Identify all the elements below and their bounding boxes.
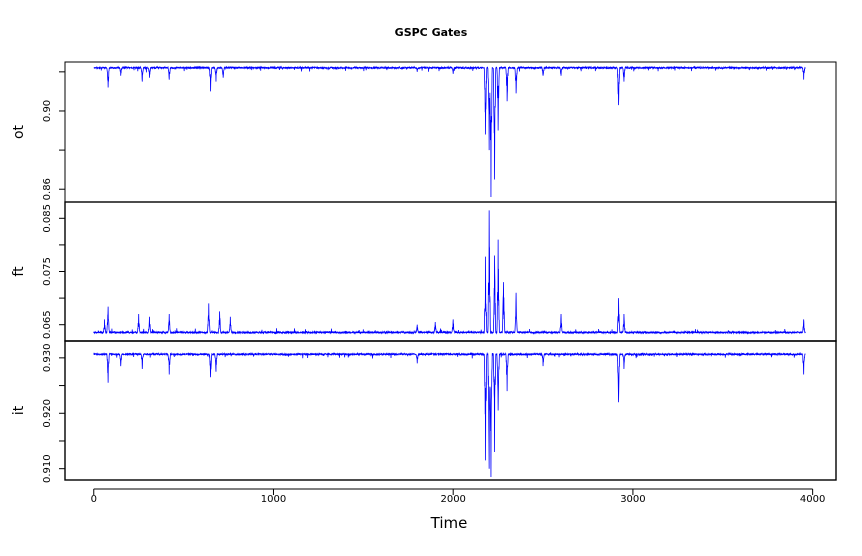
series-line-ft [93,210,806,335]
y-axis-label-ft: ft [11,266,27,277]
panel-frame-it [64,340,837,481]
y-axis-label-ot: ot [11,124,27,139]
y-tick-label-it: 0.930 [42,344,53,373]
chart-panels: 0.860.90ot0.0650.0750.085ft0.9100.9200.9… [11,61,837,483]
panel-frame-ot [64,61,837,203]
y-axis-label-it: it [11,405,27,415]
series-line-it [93,351,806,478]
chart-title: GSPC Gates [395,26,468,39]
series-line-ot [93,65,806,198]
y-tick-label-ot: 0.90 [42,100,53,122]
x-axis-label: Time [430,514,468,532]
y-tick-label-ot: 0.86 [42,178,53,200]
panel-it: 0.910 0.920 0.930 it [11,340,837,483]
x-axis: 0 1000 2000 3000 4000 [91,488,825,505]
x-tick-label: 0 [91,494,97,505]
y-tick-label-it: 0.920 [42,399,53,428]
y-tick-label-ft: 0.085 [42,204,53,233]
x-tick-label: 4000 [800,494,825,505]
panel-ot: 0.86 0.90 ot [11,61,837,203]
x-tick-label: 2000 [440,494,465,505]
panel-ft: 0.065 0.075 0.085 ft [11,201,837,342]
x-tick-label: 1000 [261,494,286,505]
y-tick-label-ft: 0.065 [42,310,53,339]
x-tick-label: 3000 [620,494,645,505]
panel-frame-ft [64,201,837,342]
y-tick-label-it: 0.910 [42,454,53,483]
y-tick-label-ft: 0.075 [42,257,53,286]
